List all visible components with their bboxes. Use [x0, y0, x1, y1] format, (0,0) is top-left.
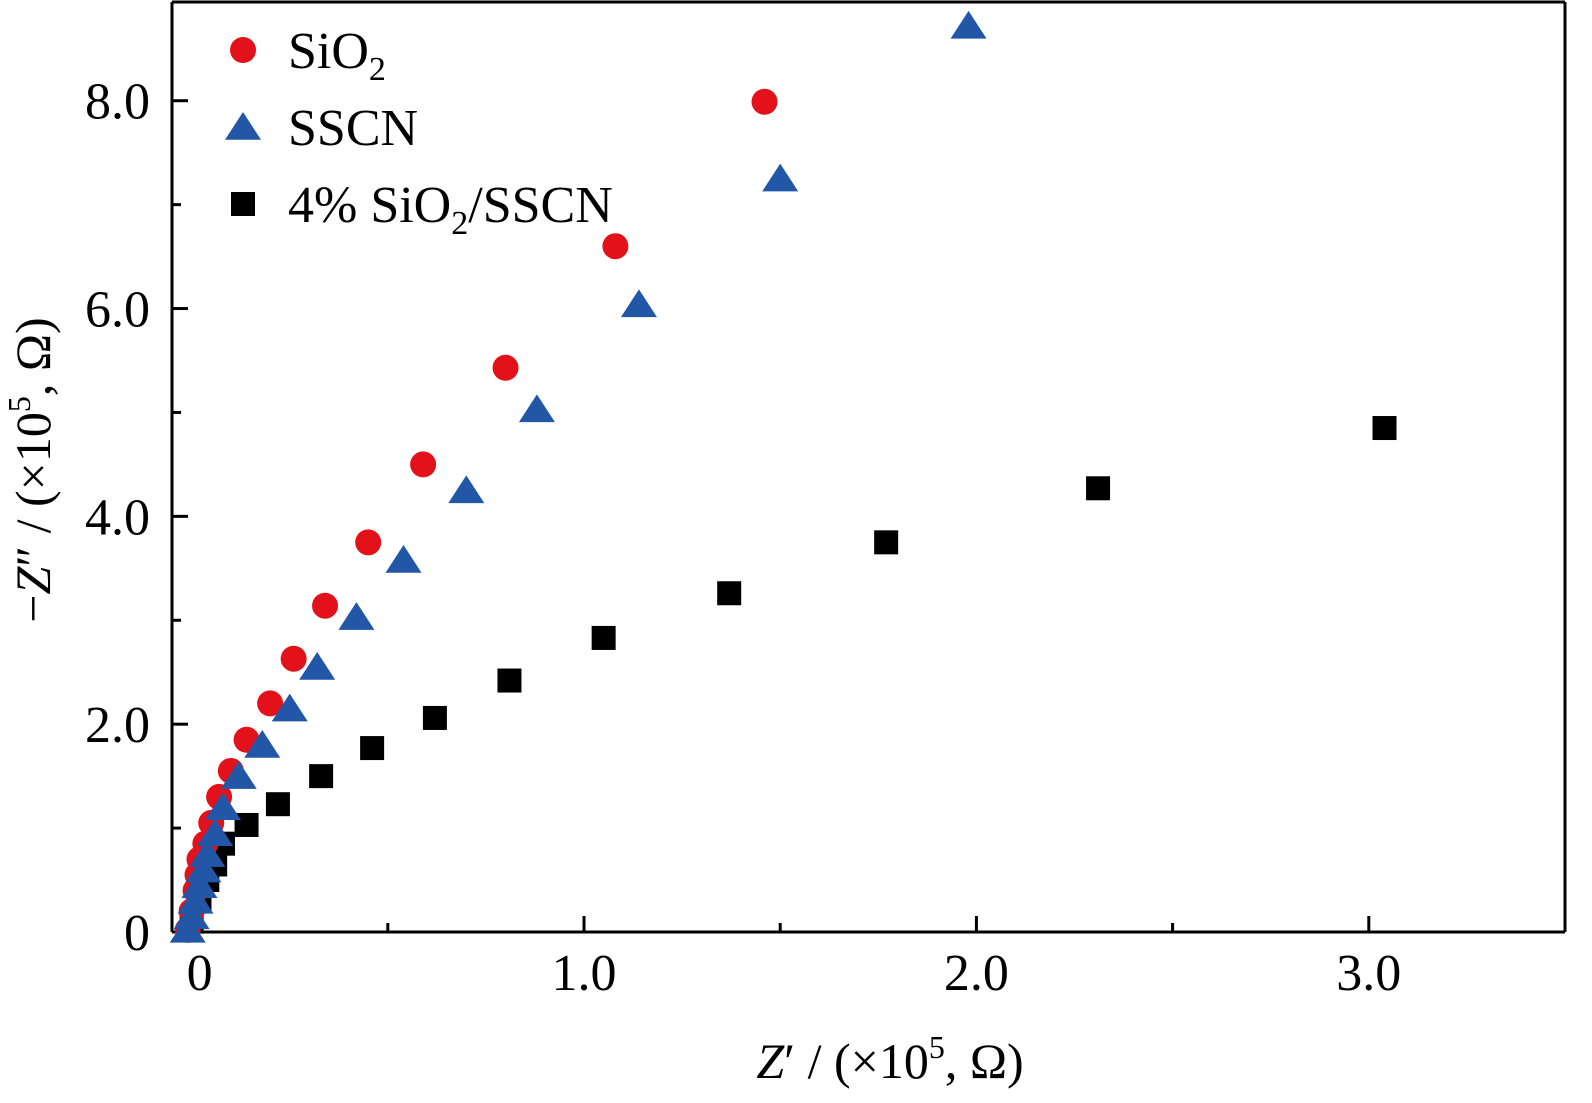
- x-tick-label: 2.0: [944, 945, 1009, 1002]
- data-point-square: [360, 736, 385, 761]
- data-point-triangle: [620, 289, 657, 318]
- x-tick-label: 0: [187, 945, 213, 1002]
- y-axis-label: −Z″ / (×105, Ω): [1, 317, 61, 622]
- data-point-circle: [257, 690, 284, 717]
- legend-marker-square: [231, 192, 255, 216]
- data-point-square: [422, 705, 447, 730]
- tick-labels: 0 1.0 2.0 3.0 0 2.0 4.0 6.0 8.0: [85, 74, 1401, 1002]
- data-point-square: [717, 581, 742, 606]
- data-point-circle: [492, 354, 519, 381]
- x-tick-label: 3.0: [1336, 945, 1401, 1002]
- data-point-triangle: [177, 885, 214, 914]
- data-point-triangle: [173, 901, 210, 930]
- data-point-triangle: [181, 870, 218, 898]
- data-point-circle: [751, 88, 778, 115]
- data-point-triangle: [762, 163, 799, 192]
- legend-label: SiO2: [288, 23, 386, 88]
- axes: [170, 0, 1567, 934]
- data-point-square: [309, 764, 334, 789]
- legend-label: 4% SiO2/SSCN: [288, 177, 613, 242]
- data-point-circle: [410, 451, 437, 478]
- data-point-triangle: [385, 545, 422, 573]
- y-tick-label: 0: [124, 905, 150, 962]
- data-point-square: [1372, 416, 1397, 441]
- data-point-triangle: [185, 854, 222, 883]
- tick-marks: [172, 99, 1371, 934]
- y-tick-label: 8.0: [85, 74, 150, 131]
- data-point-circle: [312, 592, 339, 619]
- x-tick-label: 1.0: [552, 945, 617, 1002]
- data-point-triangle: [448, 475, 485, 504]
- data-point-circle: [602, 233, 629, 260]
- legend: SiO2 SSCN 4% SiO2/SSCN: [225, 23, 613, 242]
- data-point-square: [497, 668, 522, 693]
- data-point-triangle: [338, 602, 375, 630]
- legend-marker-triangle: [225, 112, 261, 140]
- data-point-triangle: [244, 729, 281, 758]
- legend-label: SSCN: [288, 100, 418, 157]
- data-point-triangle: [950, 10, 987, 39]
- data-point-square: [591, 625, 616, 650]
- series-triangle: [169, 10, 987, 943]
- data-point-square: [265, 792, 290, 817]
- y-tick-label: 2.0: [85, 697, 150, 754]
- data-point-square: [874, 530, 899, 555]
- series-square: [179, 416, 1397, 934]
- data-point-circle: [355, 529, 382, 556]
- legend-marker-circle: [230, 37, 256, 63]
- data-point-triangle: [197, 818, 234, 847]
- data-point-triangle: [205, 792, 242, 821]
- data-point-triangle: [518, 394, 555, 423]
- data-point-square: [1086, 476, 1111, 501]
- data-points: [169, 10, 1397, 943]
- y-tick-label: 4.0: [85, 489, 150, 546]
- data-point-triangle: [299, 652, 336, 680]
- y-tick-label: 6.0: [85, 282, 150, 339]
- data-point-triangle: [271, 693, 308, 722]
- data-point-circle: [280, 645, 307, 672]
- data-point-triangle: [189, 839, 226, 867]
- data-point-triangle: [220, 761, 257, 789]
- x-axis-label: Z′ / (×105, Ω): [756, 1029, 1023, 1089]
